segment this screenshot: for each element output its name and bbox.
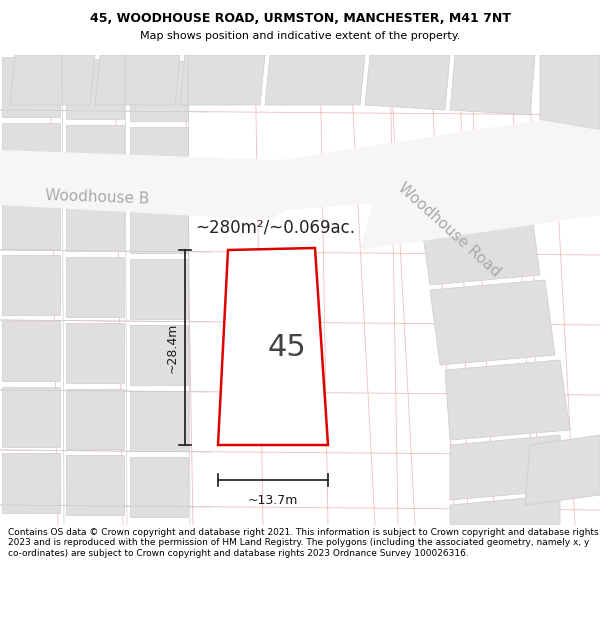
Polygon shape — [218, 248, 328, 445]
Polygon shape — [420, 200, 540, 285]
Bar — [130, 193, 188, 253]
Bar — [2, 387, 60, 447]
Bar — [130, 391, 188, 451]
Polygon shape — [265, 55, 365, 105]
Bar — [130, 259, 188, 319]
Text: 45: 45 — [268, 332, 307, 361]
Bar — [2, 453, 60, 513]
Bar — [2, 255, 60, 315]
Polygon shape — [445, 360, 570, 440]
Bar — [130, 61, 188, 121]
Bar — [66, 125, 124, 185]
Polygon shape — [10, 55, 95, 105]
Text: Woodhouse B: Woodhouse B — [45, 188, 150, 206]
Bar — [66, 389, 124, 449]
Bar — [2, 57, 60, 117]
Text: 45, WOODHOUSE ROAD, URMSTON, MANCHESTER, M41 7NT: 45, WOODHOUSE ROAD, URMSTON, MANCHESTER,… — [89, 12, 511, 25]
Polygon shape — [430, 280, 555, 365]
Text: ~280m²/~0.069ac.: ~280m²/~0.069ac. — [195, 219, 355, 237]
Bar — [130, 457, 188, 517]
Text: Woodhouse Road: Woodhouse Road — [395, 180, 503, 280]
Polygon shape — [360, 135, 600, 250]
Bar — [2, 123, 60, 183]
Bar — [130, 127, 188, 187]
Bar — [66, 191, 124, 251]
Bar — [130, 325, 188, 385]
Text: Contains OS data © Crown copyright and database right 2021. This information is : Contains OS data © Crown copyright and d… — [8, 528, 598, 558]
Polygon shape — [525, 435, 600, 505]
Bar — [2, 321, 60, 381]
Bar — [66, 257, 124, 317]
Polygon shape — [450, 495, 560, 525]
Bar — [2, 189, 60, 249]
Polygon shape — [450, 55, 535, 115]
Bar — [66, 323, 124, 383]
Polygon shape — [540, 55, 600, 130]
Text: ~28.4m: ~28.4m — [166, 322, 179, 372]
Polygon shape — [180, 55, 265, 105]
Polygon shape — [280, 120, 600, 210]
Polygon shape — [365, 55, 450, 110]
Polygon shape — [0, 150, 285, 220]
Bar — [66, 59, 124, 119]
Text: Map shows position and indicative extent of the property.: Map shows position and indicative extent… — [140, 31, 460, 41]
Text: ~13.7m: ~13.7m — [248, 494, 298, 507]
Polygon shape — [450, 435, 565, 500]
Polygon shape — [95, 55, 180, 105]
Bar — [66, 455, 124, 515]
